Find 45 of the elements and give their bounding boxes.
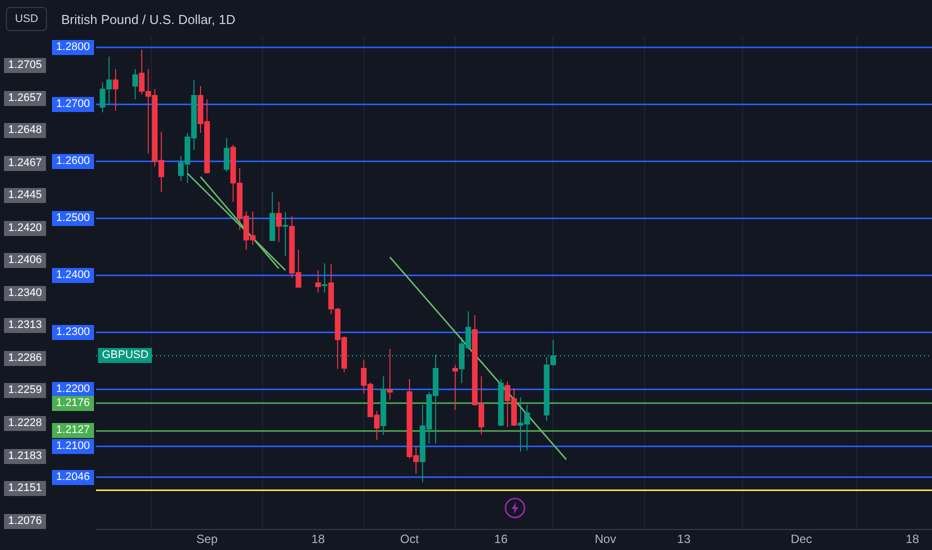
candlestick bbox=[322, 262, 328, 293]
text: 1.2183 bbox=[4, 448, 46, 464]
candlestick bbox=[387, 348, 393, 400]
ref-line-label: 1.2127 bbox=[52, 423, 94, 438]
x-tick-label: 18 bbox=[311, 532, 326, 546]
text: 1.2340 bbox=[4, 286, 46, 301]
ref-line-label: 1.2200 bbox=[52, 382, 94, 397]
ref-line-label: 1.2176 bbox=[52, 396, 94, 411]
ref-line-label: 1.2700 bbox=[52, 96, 94, 112]
ref-line-label: GBPUSD bbox=[98, 348, 152, 364]
text: 1.2286 bbox=[4, 350, 46, 366]
ref-line-label: 1.2400 bbox=[52, 268, 94, 283]
ref-line-label: 1.2300 bbox=[52, 324, 94, 340]
candlestick bbox=[112, 68, 118, 112]
x-tick-label: Oct bbox=[400, 532, 420, 546]
ref-line-label: 1.2600 bbox=[52, 154, 94, 169]
candlestick bbox=[315, 270, 321, 293]
text: 1.2445 bbox=[4, 188, 46, 204]
ref-line-label: 1.2800 bbox=[52, 40, 94, 55]
ref-line-label: 1.2046 bbox=[52, 470, 94, 485]
x-tick-label: 18 bbox=[906, 532, 920, 546]
x-tick-label: Sep bbox=[196, 532, 218, 546]
text: 1.2420 bbox=[4, 220, 46, 236]
text: 1.2406 bbox=[4, 253, 46, 268]
x-tick-label: Dec bbox=[790, 532, 812, 546]
candlestick bbox=[452, 364, 458, 410]
x-tick-label: 13 bbox=[677, 532, 691, 546]
chart-title: British Pound / U.S. Dollar, 1D bbox=[61, 12, 236, 26]
text: 1.2259 bbox=[4, 383, 46, 398]
candlestick bbox=[224, 138, 230, 172]
text: 1.2228 bbox=[4, 416, 46, 431]
text: 1.2313 bbox=[4, 318, 46, 334]
x-tick-label: Nov bbox=[594, 532, 616, 546]
ref-line-label: 1.2100 bbox=[52, 438, 94, 454]
candlestick bbox=[132, 68, 138, 100]
candlestick bbox=[276, 201, 282, 242]
text: 1.2151 bbox=[4, 481, 46, 496]
text: 1.2076 bbox=[4, 514, 46, 529]
text: 1.2705 bbox=[4, 58, 46, 73]
text: 1.2467 bbox=[4, 156, 46, 171]
text: 1.2648 bbox=[4, 123, 46, 138]
x-tick-label: 16 bbox=[494, 532, 508, 546]
text: USD bbox=[6, 7, 48, 31]
ref-line-label: 1.2500 bbox=[52, 210, 94, 226]
text: 1.2657 bbox=[4, 90, 46, 106]
